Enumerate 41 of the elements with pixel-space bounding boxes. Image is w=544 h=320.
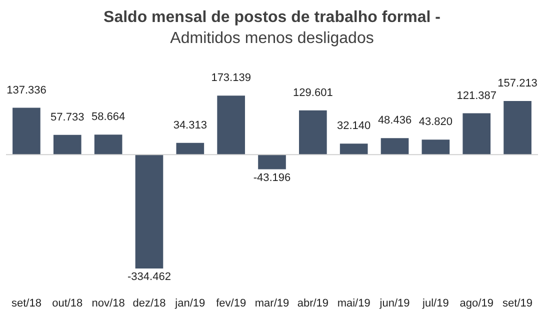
bar [422, 140, 450, 155]
bar [258, 154, 286, 170]
data-label: 43.820 [418, 116, 453, 128]
x-tick-label: jan/19 [174, 297, 206, 310]
data-label: -43.196 [253, 172, 291, 184]
data-label: 32.140 [337, 120, 371, 132]
bar [135, 154, 164, 268]
bar [94, 134, 122, 155]
bar [217, 96, 245, 155]
data-label: -334.462 [128, 271, 171, 284]
data-label: 34.313 [173, 119, 207, 132]
x-tick-label: nov/18 [92, 297, 125, 310]
data-label: 121.387 [456, 90, 496, 102]
data-label: 157.213 [498, 78, 538, 90]
x-tick-label: ago/19 [460, 297, 494, 310]
bar [12, 108, 40, 155]
data-label: 129.601 [293, 86, 333, 99]
data-label: 58.664 [91, 111, 126, 124]
data-label: 173.139 [211, 72, 251, 84]
x-tick-label: out/18 [52, 297, 83, 310]
x-tick-label: jul/19 [422, 297, 449, 310]
x-tick-label: abr/19 [297, 297, 329, 310]
chart-subtitle: Admitidos menos desligados [170, 30, 374, 48]
data-label: 57.733 [50, 111, 84, 124]
bar [462, 113, 491, 155]
bar [340, 144, 368, 155]
bar [299, 110, 327, 155]
bar [380, 138, 409, 155]
data-label: 137.336 [6, 84, 46, 96]
x-tick-label: dez/18 [132, 297, 166, 310]
x-tick-label: set/19 [502, 297, 533, 310]
x-tick-label: mar/19 [254, 297, 290, 310]
data-label: 48.436 [378, 114, 412, 127]
x-tick-label: fev/19 [216, 297, 246, 310]
bar [53, 134, 82, 155]
bar [504, 101, 532, 155]
x-tick-label: jun/19 [378, 297, 410, 310]
bar [176, 142, 204, 155]
x-tick-label: set/18 [11, 297, 42, 310]
chart-title: Saldo mensal de postos de trabalho formal - [104, 9, 440, 26]
x-tick-label: mai/19 [337, 297, 370, 310]
